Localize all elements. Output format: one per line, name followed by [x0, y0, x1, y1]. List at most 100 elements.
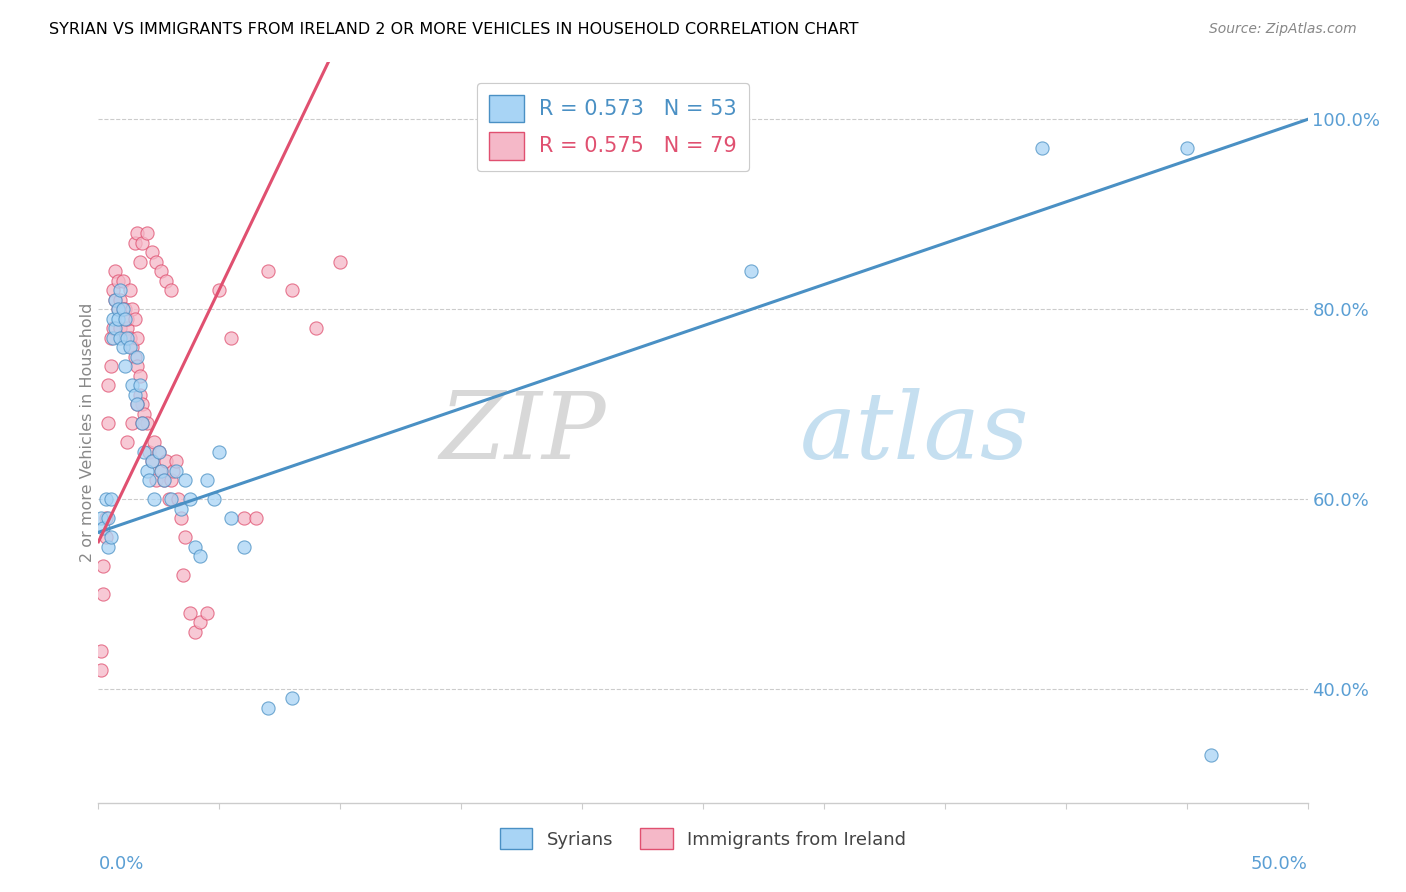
Point	[131, 235, 153, 250]
Point	[91, 587, 114, 601]
Point	[124, 350, 146, 364]
Point	[107, 302, 129, 317]
Point	[118, 283, 141, 297]
Point	[148, 444, 170, 458]
Point	[172, 568, 194, 582]
Point	[135, 416, 157, 430]
Point	[94, 491, 117, 506]
Point	[245, 511, 267, 525]
Point	[232, 540, 254, 554]
Point	[124, 311, 146, 326]
Point	[90, 644, 112, 658]
Point	[143, 491, 166, 506]
Point	[104, 293, 127, 307]
Point	[157, 491, 180, 506]
Point	[128, 254, 150, 268]
Point	[91, 520, 114, 534]
Point	[127, 397, 149, 411]
Point	[90, 511, 112, 525]
Point	[281, 283, 304, 297]
Point	[127, 359, 149, 374]
Point	[740, 264, 762, 278]
Point	[134, 407, 156, 421]
Point	[101, 283, 124, 297]
Point	[94, 530, 117, 544]
Point	[111, 302, 134, 317]
Point	[108, 331, 131, 345]
Point	[124, 387, 146, 401]
Legend: Syrians, Immigrants from Ireland: Syrians, Immigrants from Ireland	[492, 821, 914, 856]
Point	[97, 416, 120, 430]
Point	[114, 331, 136, 345]
Point	[160, 473, 183, 487]
Point	[127, 350, 149, 364]
Point	[128, 368, 150, 383]
Point	[145, 254, 167, 268]
Point	[131, 416, 153, 430]
Point	[174, 530, 197, 544]
Point	[111, 274, 134, 288]
Point	[305, 321, 328, 335]
Point	[121, 302, 143, 317]
Point	[152, 473, 174, 487]
Point	[97, 378, 120, 392]
Point	[131, 397, 153, 411]
Point	[1175, 141, 1198, 155]
Point	[148, 444, 170, 458]
Point	[108, 293, 131, 307]
Point	[118, 340, 141, 354]
Point	[179, 606, 201, 620]
Point	[162, 464, 184, 478]
Point	[195, 473, 218, 487]
Text: atlas: atlas	[800, 388, 1029, 477]
Point	[121, 378, 143, 392]
Point	[101, 321, 124, 335]
Point	[160, 283, 183, 297]
Point	[101, 311, 124, 326]
Point	[128, 378, 150, 392]
Point	[114, 311, 136, 326]
Text: ZIP: ZIP	[440, 388, 606, 477]
Point	[1031, 141, 1053, 155]
Point	[114, 359, 136, 374]
Point	[128, 387, 150, 401]
Point	[256, 264, 278, 278]
Point	[184, 540, 207, 554]
Point	[111, 302, 134, 317]
Point	[281, 691, 304, 706]
Point	[150, 464, 173, 478]
Point	[104, 264, 127, 278]
Point	[179, 491, 201, 506]
Point	[121, 340, 143, 354]
Point	[141, 454, 163, 468]
Point	[117, 331, 139, 345]
Text: Source: ZipAtlas.com: Source: ZipAtlas.com	[1209, 22, 1357, 37]
Point	[221, 331, 243, 345]
Point	[167, 491, 190, 506]
Point	[143, 435, 166, 450]
Point	[208, 444, 231, 458]
Point	[104, 321, 127, 335]
Point	[169, 511, 191, 525]
Point	[117, 321, 139, 335]
Point	[165, 454, 187, 468]
Point	[135, 464, 157, 478]
Point	[117, 311, 139, 326]
Point	[100, 331, 122, 345]
Point	[138, 473, 160, 487]
Point	[97, 511, 120, 525]
Point	[114, 302, 136, 317]
Point	[131, 416, 153, 430]
Text: 0.0%: 0.0%	[98, 855, 143, 873]
Point	[155, 274, 177, 288]
Point	[165, 464, 187, 478]
Point	[108, 321, 131, 335]
Point	[118, 331, 141, 345]
Point	[329, 254, 352, 268]
Point	[107, 302, 129, 317]
Point	[111, 340, 134, 354]
Point	[100, 359, 122, 374]
Point	[94, 511, 117, 525]
Y-axis label: 2 or more Vehicles in Household: 2 or more Vehicles in Household	[80, 303, 94, 562]
Point	[155, 454, 177, 468]
